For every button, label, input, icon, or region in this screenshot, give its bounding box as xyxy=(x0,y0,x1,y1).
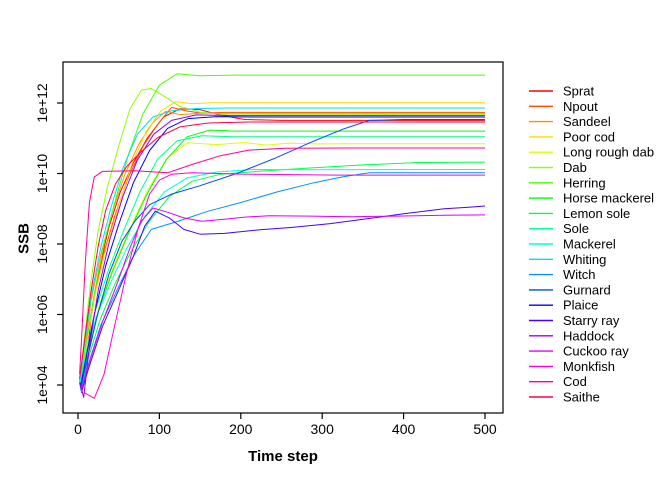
legend-item-sandeel: Sandeel xyxy=(529,114,611,129)
legend-item-sole: Sole xyxy=(529,221,589,236)
legend-label-mackerel: Mackerel xyxy=(563,237,616,252)
y-axis-title: SSB xyxy=(15,223,33,254)
legend-label-lemon-sole: Lemon sole xyxy=(563,206,630,221)
legend-item-witch: Witch xyxy=(529,267,596,282)
x-tick-label: 500 xyxy=(473,421,497,437)
legend-item-haddock: Haddock xyxy=(529,328,615,343)
series-line-cod xyxy=(79,147,485,375)
y-tick-label: 1e+06 xyxy=(34,295,50,335)
series-line-dab xyxy=(79,87,485,383)
series-line-cuckoo-ray xyxy=(80,207,486,391)
legend-label-sandeel: Sandeel xyxy=(563,114,611,129)
legend-item-cuckoo-ray: Cuckoo ray xyxy=(529,344,629,359)
x-tick-label: 200 xyxy=(229,421,253,437)
legend-label-gurnard: Gurnard xyxy=(563,282,611,297)
legend-label-witch: Witch xyxy=(563,267,596,282)
legend-label-herring: Herring xyxy=(563,175,606,190)
series-line-starry-ray xyxy=(80,205,486,393)
axis-ticks: 0 100 200 300 400 500 1e+04 1e+06 1e+08 1e+10 1e+1… xyxy=(34,83,497,437)
legend-item-dab: Dab xyxy=(529,160,587,175)
legend-label-saithe: Saithe xyxy=(563,390,600,405)
series-line-lemon-sole xyxy=(79,161,486,389)
legend-item-mackerel: Mackerel xyxy=(529,237,616,252)
legend-item-saithe: Saithe xyxy=(529,390,600,405)
x-tick-label: 300 xyxy=(311,421,335,437)
series-line-gurnard xyxy=(79,119,485,389)
y-tick-label: 1e+04 xyxy=(34,365,50,405)
legend-item-horse-mackerel: Horse mackerel xyxy=(529,191,654,206)
legend-item-plaice: Plaice xyxy=(529,298,598,313)
plot-box xyxy=(62,61,504,414)
legend-item-lemon-sole: Lemon sole xyxy=(529,206,630,221)
legend-label-poor-cod: Poor cod xyxy=(563,129,615,144)
series-line-long-rough-dab xyxy=(79,142,485,389)
legend-item-cod: Cod xyxy=(529,374,587,389)
legend-item-herring: Herring xyxy=(529,175,606,190)
legend-label-whiting: Whiting xyxy=(563,252,606,267)
x-axis-title: Time step xyxy=(248,448,318,465)
series-line-saithe xyxy=(79,121,485,379)
x-tick-label: 0 xyxy=(74,421,82,437)
y-tick-label: 1e+10 xyxy=(34,154,50,194)
x-tick-label: 100 xyxy=(148,421,172,437)
legend-item-monkfish: Monkfish xyxy=(529,359,615,374)
series-line-mackerel xyxy=(79,169,486,384)
legend-label-monkfish: Monkfish xyxy=(563,359,615,374)
legend-item-gurnard: Gurnard xyxy=(529,282,611,297)
series-lines xyxy=(79,73,486,399)
series-line-poor-cod xyxy=(79,101,485,387)
legend-label-cuckoo-ray: Cuckoo ray xyxy=(563,344,629,359)
legend-label-long-rough-dab: Long rough dab xyxy=(563,145,654,160)
legend-item-poor-cod: Poor cod xyxy=(529,129,615,144)
legend-item-npout: Npout xyxy=(529,99,598,114)
legend-label-npout: Npout xyxy=(563,99,598,114)
series-line-plaice xyxy=(79,116,485,387)
legend-label-dab: Dab xyxy=(563,160,587,175)
legend-label-sole: Sole xyxy=(563,221,589,236)
legend-label-haddock: Haddock xyxy=(563,328,615,343)
legend-label-cod: Cod xyxy=(563,374,587,389)
legend-label-starry-ray: Starry ray xyxy=(563,313,620,328)
series-line-haddock xyxy=(79,114,485,398)
x-tick-label: 400 xyxy=(392,421,416,437)
legend-item-sprat: Sprat xyxy=(529,84,594,99)
y-tick-label: 1e+08 xyxy=(34,224,50,264)
legend-item-whiting: Whiting xyxy=(529,252,606,267)
series-line-herring xyxy=(79,73,485,386)
legend-label-horse-mackerel: Horse mackerel xyxy=(563,191,654,206)
plot-frame xyxy=(62,61,504,414)
legend-label-sprat: Sprat xyxy=(563,84,594,99)
series-line-horse-mackerel xyxy=(79,129,485,387)
series-line-monkfish xyxy=(84,172,485,399)
series-line-whiting xyxy=(79,107,485,382)
legend-item-starry-ray: Starry ray xyxy=(529,313,620,328)
legend-label-plaice: Plaice xyxy=(563,298,598,313)
y-tick-label: 1e+12 xyxy=(34,83,50,123)
legend-item-long-rough-dab: Long rough dab xyxy=(529,145,654,160)
